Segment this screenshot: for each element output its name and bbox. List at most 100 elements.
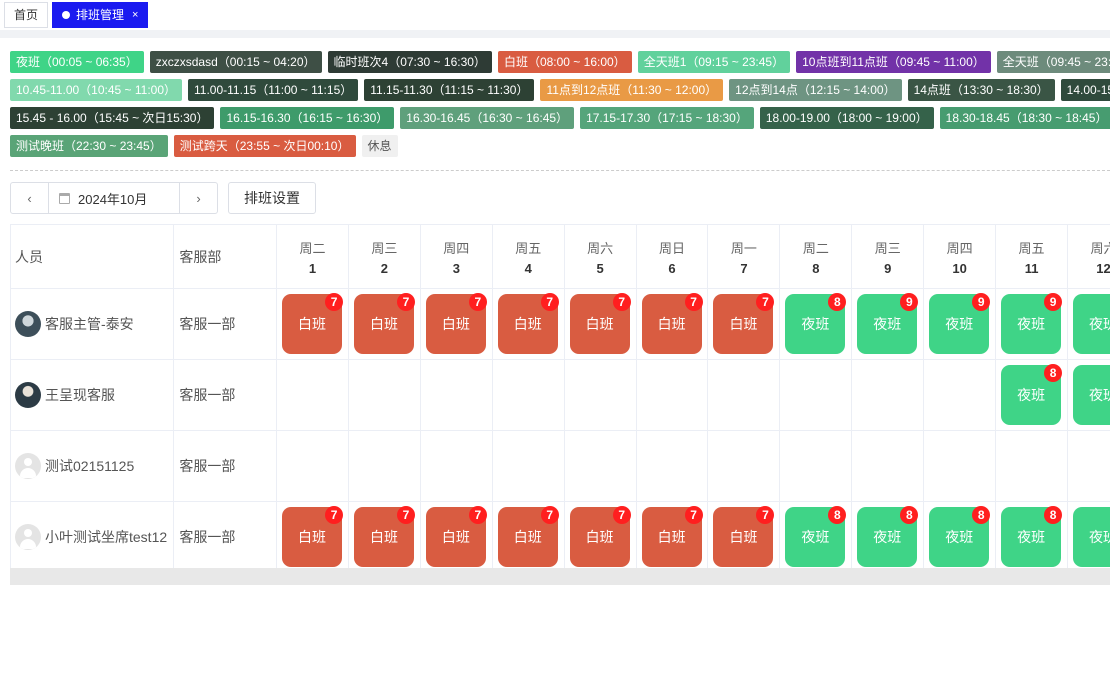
day-shift-pill[interactable]: 白班 7 — [713, 506, 775, 567]
shift-tag[interactable]: 11.15-11.30（11:15 ~ 11:30） — [364, 79, 535, 101]
next-month-button[interactable]: › — [179, 183, 217, 213]
prev-month-button[interactable]: ‹ — [11, 183, 49, 213]
schedule-cell[interactable]: 白班 7 — [276, 501, 349, 573]
shift-tag[interactable]: 16.15-16.30（16:15 ~ 16:30） — [220, 107, 395, 129]
day-shift-pill[interactable]: 白班 7 — [425, 506, 487, 567]
shift-tag[interactable]: 16.30-16.45（16:30 ~ 16:45） — [400, 107, 575, 129]
schedule-cell[interactable] — [635, 359, 709, 431]
month-value-field[interactable]: 2024年10月 — [49, 183, 179, 213]
day-shift-pill[interactable]: 白班 7 — [641, 506, 703, 567]
schedule-cell[interactable] — [779, 359, 853, 431]
schedule-cell[interactable] — [707, 430, 781, 502]
shift-tag[interactable]: 12点到14点（12:15 ~ 14:00） — [729, 79, 902, 101]
horizontal-scrollbar[interactable] — [10, 568, 1110, 585]
schedule-cell[interactable]: 夜班9 — [1067, 288, 1110, 360]
shift-tag[interactable]: 测试跨天（23:55 ~ 次日00:10） — [173, 135, 356, 157]
schedule-cell[interactable] — [419, 359, 493, 431]
shift-tag[interactable]: 10点班到11点班（09:45 ~ 11:00） — [796, 51, 991, 73]
schedule-cell[interactable]: 白班 7 — [276, 288, 349, 360]
shift-tag[interactable]: 18.00-19.00（18:00 ~ 19:00） — [759, 107, 934, 129]
day-shift-pill[interactable]: 白班 7 — [497, 293, 559, 354]
shift-tag[interactable]: 白班（08:00 ~ 16:00） — [497, 51, 632, 73]
schedule-cell[interactable] — [347, 430, 421, 502]
day-shift-pill[interactable]: 白班 7 — [353, 293, 415, 354]
day-shift-pill[interactable]: 白班 7 — [641, 293, 703, 354]
shift-tag[interactable]: 14.00-15.00（14:00 ~ 15:00） — [1060, 79, 1110, 101]
schedule-cell[interactable]: 夜班8 — [1067, 359, 1110, 431]
tab-home[interactable]: 首页 — [4, 2, 49, 28]
day-shift-pill[interactable]: 白班 7 — [713, 293, 775, 354]
schedule-cell[interactable]: 白班 7 — [707, 501, 781, 573]
schedule-cell[interactable] — [347, 359, 421, 431]
schedule-cell[interactable] — [779, 430, 853, 502]
schedule-cell[interactable]: 白班 7 — [491, 501, 565, 573]
schedule-cell[interactable] — [491, 359, 565, 431]
schedule-cell[interactable]: 白班 7 — [347, 501, 421, 573]
day-shift-pill[interactable]: 白班 7 — [282, 293, 344, 354]
schedule-cell[interactable] — [923, 430, 997, 502]
shift-tag[interactable]: 18.30-18.45（18:30 ~ 18:45） — [939, 107, 1110, 129]
schedule-cell[interactable] — [995, 430, 1069, 502]
tab-close-icon[interactable]: × — [132, 9, 139, 21]
night-shift-pill[interactable]: 夜班8 — [1073, 365, 1110, 425]
day-shift-pill[interactable]: 白班 7 — [569, 293, 631, 354]
shift-tag[interactable]: 11点到12点班（11:30 ~ 12:00） — [540, 79, 724, 101]
schedule-cell[interactable] — [1067, 430, 1110, 502]
schedule-cell[interactable] — [491, 430, 565, 502]
schedule-settings-button[interactable]: 排班设置 — [228, 182, 316, 214]
day-shift-pill[interactable]: 白班 7 — [425, 293, 487, 354]
night-shift-pill[interactable]: 夜班9 — [1073, 294, 1110, 354]
schedule-cell[interactable]: 白班 7 — [635, 288, 709, 360]
shift-tag[interactable]: 全天班（09:45 ~ 23:30） — [996, 51, 1110, 73]
schedule-cell[interactable] — [276, 359, 349, 431]
shift-tag[interactable]: 全天班1（09:15 ~ 23:45） — [637, 51, 791, 73]
shift-tag[interactable]: 临时班次4（07:30 ~ 16:30） — [327, 51, 492, 73]
shift-tag[interactable]: 夜班（00:05 ~ 06:35） — [10, 51, 144, 73]
shift-tag[interactable]: 11.00-11.15（11:00 ~ 11:15） — [188, 79, 359, 101]
schedule-cell[interactable] — [563, 430, 637, 502]
schedule-cell[interactable] — [635, 430, 709, 502]
tab-schedule-management[interactable]: 排班管理 × — [52, 2, 149, 28]
day-shift-pill[interactable]: 白班 7 — [282, 506, 344, 567]
schedule-cell[interactable] — [563, 359, 637, 431]
schedule-cell[interactable] — [851, 359, 925, 431]
schedule-cell[interactable] — [419, 430, 493, 502]
shift-tag[interactable]: zxczxsdasd（00:15 ~ 04:20） — [149, 51, 322, 73]
shift-tag[interactable]: 测试晚班（22:30 ~ 23:45） — [10, 135, 168, 157]
schedule-cell[interactable]: 白班 7 — [563, 288, 637, 360]
shift-tag-rest[interactable]: 休息 — [361, 135, 398, 157]
schedule-cell[interactable] — [707, 359, 781, 431]
schedule-cell[interactable]: 白班 7 — [635, 501, 709, 573]
day-shift-pill[interactable]: 白班 7 — [569, 506, 631, 567]
schedule-cell[interactable]: 白班 7 — [707, 288, 781, 360]
shift-tag[interactable]: 10.45-11.00（10:45 ~ 11:00） — [10, 79, 183, 101]
schedule-cell[interactable] — [851, 430, 925, 502]
schedule-cell[interactable] — [276, 430, 349, 502]
shift-tag[interactable]: 15.45 - 16.00（15:45 ~ 次日15:30） — [10, 107, 215, 129]
shift-tag[interactable]: 14点班（13:30 ~ 18:30） — [907, 79, 1055, 101]
shift-tag[interactable]: 17.15-17.30（17:15 ~ 18:30） — [580, 107, 754, 129]
schedule-cell[interactable]: 白班 7 — [347, 288, 421, 360]
day-shift-pill[interactable]: 白班 7 — [353, 506, 415, 567]
night-shift-pill[interactable]: 夜班8 — [1073, 507, 1110, 567]
schedule-cell[interactable]: 夜班8 — [1067, 501, 1110, 573]
schedule-cell[interactable]: 白班 7 — [491, 288, 565, 360]
schedule-cell[interactable]: 白班 7 — [419, 288, 493, 360]
